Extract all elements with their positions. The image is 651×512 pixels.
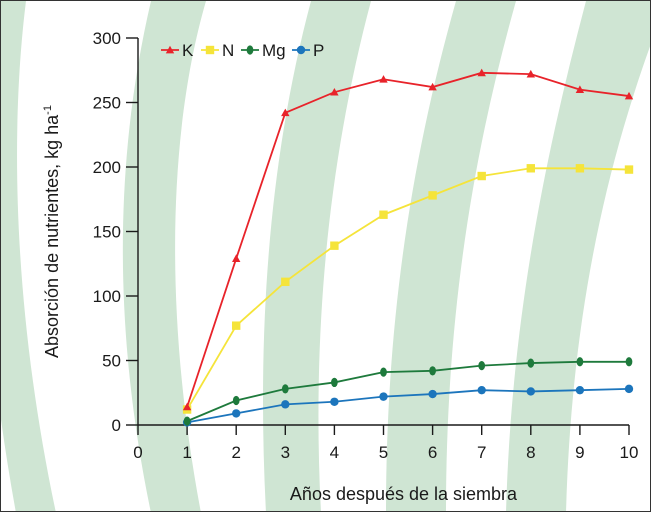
legend-label: N (222, 41, 234, 60)
data-point-n (281, 277, 290, 287)
background-stripe-5 (506, 1, 650, 511)
data-point-k (428, 82, 437, 91)
data-point-n (624, 165, 634, 174)
x-axis-label: Años después de la siembra (290, 484, 518, 504)
data-point-mg (429, 366, 436, 376)
x-tick-label: 7 (477, 443, 486, 462)
data-point-mg (331, 377, 338, 388)
data-point-mg (232, 395, 240, 406)
background-stripe-1 (1, 1, 56, 511)
series-line-k (186, 71, 630, 408)
series-mg (183, 357, 633, 426)
axes: Absorción de nutrientes, kg ha-1 Años de… (42, 29, 638, 504)
data-point-n (575, 164, 585, 173)
data-point-n (526, 164, 535, 173)
x-tick-label: 5 (379, 443, 388, 462)
y-tick-label: 100 (93, 287, 121, 306)
x-tick-label: 2 (231, 443, 240, 462)
series-n (182, 164, 634, 414)
series-k (182, 68, 634, 411)
data-point-mg (183, 416, 191, 426)
data-point-mg (527, 358, 535, 368)
data-point-mg (478, 361, 486, 371)
x-tick-label: 8 (526, 443, 535, 462)
y-tick-label: 50 (102, 352, 121, 371)
data-point-k (330, 87, 339, 96)
legend-label: P (313, 41, 324, 60)
data-point-p (379, 392, 388, 401)
data-point-k (477, 68, 486, 77)
data-point-p (330, 397, 339, 406)
x-tick-label: 3 (281, 443, 290, 462)
data-point-n (330, 241, 339, 250)
legend-label: K (182, 41, 194, 60)
data-point-mg (380, 367, 387, 377)
legend-label: Mg (262, 41, 286, 60)
series-line-n (186, 167, 630, 410)
legend-marker (165, 45, 175, 54)
data-point-p (477, 385, 486, 395)
x-tick-label: 0 (133, 443, 142, 462)
data-point-p (232, 409, 241, 418)
data-point-k (624, 91, 634, 100)
legend-item-k: K (161, 41, 194, 60)
data-point-k (526, 69, 535, 78)
data-point-k (232, 254, 241, 262)
x-tick-label: 10 (620, 443, 639, 462)
x-tick-label: 6 (428, 443, 437, 462)
series-line-p (186, 387, 630, 424)
y-tick-label: 250 (93, 94, 121, 113)
y-tick-label: 300 (93, 29, 121, 48)
data-point-n (379, 210, 388, 219)
data-point-k (281, 108, 290, 117)
series-lines (182, 68, 634, 427)
y-tick-label: 150 (93, 223, 121, 242)
data-point-mg (281, 384, 289, 394)
data-point-n (428, 191, 437, 200)
legend: K N Mg P (161, 41, 324, 60)
legend-marker (205, 45, 215, 55)
y-axis-label-superscript: -1 (42, 105, 54, 115)
data-point-k (379, 75, 388, 83)
data-point-mg (625, 357, 633, 367)
legend-item-p: P (292, 41, 324, 60)
x-tick-label: 9 (575, 443, 584, 462)
data-point-k (182, 402, 192, 411)
x-tick-label: 1 (182, 443, 191, 462)
background-stripe-2 (122, 1, 206, 511)
legend-item-n: N (201, 41, 234, 60)
data-point-p (575, 385, 585, 395)
background-stripe-3 (263, 1, 371, 511)
y-tick-label: 0 (112, 416, 121, 435)
x-tick-label: 4 (330, 443, 339, 462)
data-point-p (526, 387, 535, 396)
legend-marker (296, 45, 306, 55)
background-stripe-4 (386, 1, 516, 511)
y-axis-label: Absorción de nutrientes, kg ha-1 (42, 105, 62, 358)
legend-item-mg: Mg (241, 41, 286, 60)
legend-marker (246, 45, 254, 55)
y-tick-label: 200 (93, 158, 121, 177)
data-point-n (477, 171, 486, 181)
data-point-k (575, 85, 585, 93)
y-axis-label-text: Absorción de nutrientes, kg ha (42, 114, 62, 358)
data-point-mg (576, 357, 584, 367)
data-point-n (232, 321, 241, 330)
data-point-p (428, 389, 437, 399)
data-point-p (281, 400, 290, 409)
data-point-p (624, 384, 634, 394)
series-line-mg (186, 360, 629, 422)
